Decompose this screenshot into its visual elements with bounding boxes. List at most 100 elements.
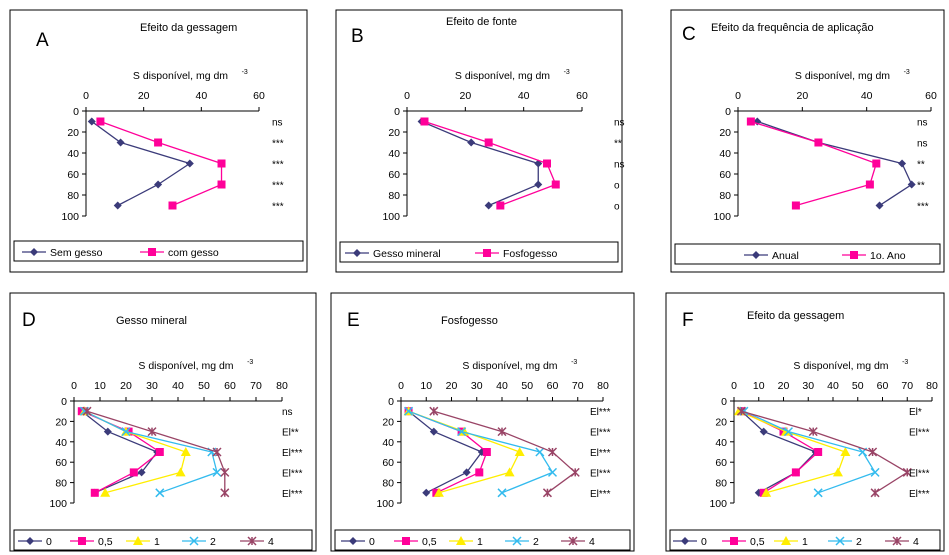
- y-tick-label: 100: [713, 211, 731, 223]
- data-point: [429, 406, 439, 416]
- panel-frame: [330, 292, 635, 552]
- x-tick-label: 40: [827, 380, 839, 392]
- data-point: [121, 427, 131, 437]
- x-tick-label: 0: [83, 90, 89, 102]
- y-tick-label: 20: [388, 127, 400, 139]
- significance-label: o: [614, 181, 620, 192]
- x-tick-label: 0: [71, 380, 77, 392]
- legend-swatch-marker: [568, 536, 578, 546]
- significance-label: **: [614, 139, 622, 150]
- legend-entry: 1o. Ano: [870, 250, 906, 262]
- data-point: [761, 487, 772, 497]
- legend-entry: 0,5: [98, 536, 113, 548]
- data-point: [814, 138, 823, 147]
- data-point: [467, 138, 476, 147]
- data-point: [147, 427, 157, 437]
- legend-entry: 4: [589, 536, 595, 548]
- legend-entry: Anual: [772, 250, 799, 262]
- data-point: [155, 448, 164, 456]
- legend-swatch-marker: [752, 251, 760, 259]
- legend-entry: 0,5: [750, 536, 765, 548]
- legend-entry: com gesso: [168, 247, 219, 259]
- x-tick-label: 40: [172, 380, 184, 392]
- y-tick-label: 20: [67, 127, 79, 139]
- legend-entry: Gesso mineral: [373, 248, 441, 260]
- data-point: [96, 117, 105, 126]
- panel-letter: D: [22, 310, 36, 331]
- legend-swatch-marker: [349, 537, 357, 545]
- data-point: [791, 201, 800, 210]
- significance-label: **: [917, 160, 925, 171]
- significance-label: o: [614, 202, 620, 213]
- panel-frame: [665, 292, 945, 552]
- chart-title: Fosfogesso: [441, 315, 498, 327]
- x-axis-label: S disponível, mg dm: [793, 360, 888, 372]
- significance-label: ns: [614, 160, 625, 171]
- y-tick-label: 60: [382, 457, 394, 469]
- significance-label: ***: [272, 181, 284, 192]
- data-point: [420, 117, 429, 126]
- data-point: [870, 467, 880, 477]
- x-tick-label: 40: [518, 90, 530, 102]
- panel-letter: A: [36, 30, 49, 51]
- chart-title: Efeito de fonte: [446, 16, 517, 28]
- data-point: [155, 488, 165, 498]
- y-tick-label: 60: [719, 169, 731, 181]
- y-tick-label: 20: [55, 416, 67, 428]
- x-tick-label: 80: [276, 380, 288, 392]
- data-point: [907, 180, 916, 189]
- chart-title: Efeito da frequência de aplicação: [711, 22, 874, 34]
- legend-entry: 2: [856, 536, 862, 548]
- y-tick-label: 0: [61, 396, 67, 408]
- legend-entry: 4: [268, 536, 274, 548]
- x-tick-label: 0: [731, 380, 737, 392]
- data-point: [808, 427, 818, 437]
- x-axis-label-exponent: -3: [571, 359, 577, 366]
- x-tick-label: 80: [597, 380, 609, 392]
- x-tick-label: 80: [926, 380, 938, 392]
- data-point: [865, 180, 874, 189]
- y-tick-label: 60: [67, 169, 79, 181]
- y-tick-label: 20: [382, 416, 394, 428]
- x-tick-label: 70: [901, 380, 913, 392]
- data-point: [868, 447, 878, 457]
- x-tick-label: 30: [802, 380, 814, 392]
- data-point: [746, 117, 755, 126]
- x-tick-label: 40: [195, 90, 207, 102]
- legend-swatch-marker: [730, 537, 738, 545]
- panel-letter: E: [347, 310, 360, 331]
- data-point: [570, 467, 580, 477]
- data-point: [534, 180, 543, 189]
- x-tick-label: 60: [224, 380, 236, 392]
- data-point: [547, 447, 558, 457]
- data-point: [475, 468, 484, 477]
- x-tick-label: 60: [576, 90, 588, 102]
- data-point: [129, 468, 138, 477]
- panel-letter: C: [682, 24, 696, 45]
- y-tick-label: 0: [388, 396, 394, 408]
- legend-entry: 0: [369, 536, 375, 548]
- x-tick-label: 0: [404, 90, 410, 102]
- data-point: [759, 427, 768, 436]
- chart-title: Efeito da gessagem: [140, 22, 237, 34]
- x-tick-label: 40: [496, 380, 508, 392]
- legend-swatch-marker: [456, 536, 466, 545]
- x-tick-label: 60: [877, 380, 889, 392]
- x-tick-label: 40: [861, 90, 873, 102]
- legend-box: [13, 240, 304, 262]
- legend-entry: Fosfogesso: [503, 248, 557, 260]
- x-tick-label: 70: [572, 380, 584, 392]
- x-tick-label: 0: [735, 90, 741, 102]
- legend-entry: 0: [46, 536, 52, 548]
- data-point: [103, 427, 112, 436]
- legend-entry: 2: [533, 536, 539, 548]
- significance-label: ns: [917, 118, 928, 129]
- legend-swatch-marker: [681, 537, 689, 545]
- x-axis-label-exponent: -3: [564, 69, 570, 76]
- x-axis-label: S disponível, mg dm: [462, 360, 557, 372]
- data-point: [484, 138, 493, 147]
- legend-entry: 0,5: [422, 536, 437, 548]
- data-point: [840, 447, 851, 456]
- y-tick-label: 80: [382, 478, 394, 490]
